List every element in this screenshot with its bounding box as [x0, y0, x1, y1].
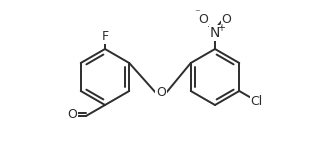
Text: ⁻: ⁻	[194, 8, 200, 18]
Text: Cl: Cl	[250, 94, 263, 107]
Text: O: O	[222, 13, 232, 26]
Text: O: O	[198, 13, 208, 26]
Text: N: N	[210, 26, 220, 40]
Text: O: O	[156, 86, 166, 100]
Text: O: O	[67, 108, 77, 121]
Text: F: F	[101, 31, 109, 44]
Text: +: +	[217, 23, 225, 33]
